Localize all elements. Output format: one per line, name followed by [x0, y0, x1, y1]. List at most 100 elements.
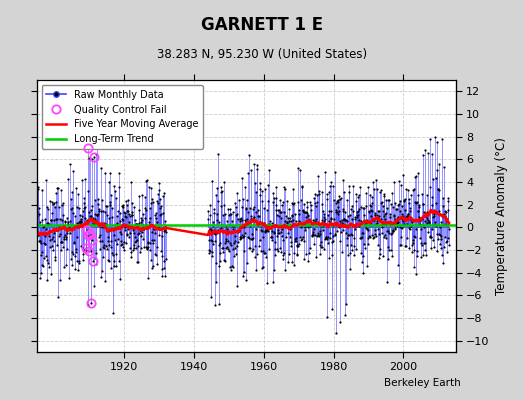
Point: [308, 233, 316, 239]
Point: [348, 208, 357, 214]
Point: [277, 249, 286, 255]
Point: [81, 214, 89, 221]
Point: [400, 197, 409, 204]
Point: [135, 230, 144, 236]
Point: [70, 240, 78, 246]
Point: [249, 246, 258, 252]
Point: [223, 225, 232, 232]
Point: [133, 237, 141, 244]
Point: [322, 235, 330, 242]
Point: [70, 223, 78, 229]
Point: [351, 214, 359, 220]
Point: [237, 217, 246, 224]
Point: [266, 225, 275, 231]
Point: [107, 244, 116, 250]
Point: [381, 234, 390, 241]
Point: [362, 220, 370, 226]
Point: [368, 217, 377, 223]
Point: [234, 229, 242, 235]
Point: [331, 231, 340, 237]
Point: [411, 200, 420, 206]
Point: [230, 223, 238, 230]
Point: [223, 230, 232, 236]
Point: [295, 207, 303, 213]
Point: [427, 245, 435, 251]
Point: [326, 235, 334, 242]
Point: [356, 250, 365, 256]
Point: [94, 208, 103, 215]
Point: [95, 234, 103, 240]
Point: [265, 222, 274, 228]
Point: [92, 150, 100, 157]
Point: [223, 244, 231, 250]
Point: [312, 216, 320, 222]
Point: [127, 200, 136, 206]
Point: [111, 188, 119, 194]
Point: [442, 209, 450, 215]
Point: [42, 257, 51, 264]
Point: [389, 227, 398, 234]
Point: [345, 182, 354, 189]
Point: [329, 233, 337, 240]
Point: [141, 244, 150, 250]
Point: [342, 242, 351, 248]
Point: [230, 253, 238, 259]
Point: [313, 172, 322, 179]
Point: [42, 253, 50, 259]
Point: [224, 238, 232, 244]
Point: [268, 190, 277, 196]
Point: [94, 196, 102, 202]
Point: [214, 301, 223, 307]
Point: [291, 221, 299, 228]
Point: [337, 220, 345, 226]
Point: [290, 262, 298, 268]
Point: [317, 238, 325, 245]
Point: [155, 232, 163, 238]
Point: [281, 217, 289, 224]
Point: [41, 241, 50, 247]
Text: GARNETT 1 E: GARNETT 1 E: [201, 16, 323, 34]
Point: [418, 201, 427, 207]
Point: [316, 251, 324, 257]
Point: [423, 208, 431, 215]
Point: [410, 246, 418, 253]
Point: [98, 197, 106, 203]
Point: [307, 202, 315, 208]
Point: [264, 198, 272, 204]
Point: [286, 214, 294, 221]
Point: [410, 186, 419, 192]
Point: [403, 213, 411, 219]
Point: [435, 224, 444, 230]
Point: [153, 219, 161, 225]
Point: [345, 232, 353, 238]
Point: [228, 218, 236, 224]
Point: [276, 197, 284, 203]
Point: [232, 251, 240, 258]
Point: [295, 240, 303, 247]
Point: [407, 217, 416, 224]
Point: [420, 239, 429, 246]
Point: [205, 236, 213, 243]
Point: [308, 231, 316, 238]
Point: [43, 276, 52, 283]
Point: [244, 170, 253, 176]
Point: [264, 182, 272, 188]
Point: [352, 198, 361, 204]
Point: [104, 234, 112, 240]
Point: [35, 205, 43, 212]
Point: [227, 242, 235, 249]
Point: [373, 186, 381, 192]
Point: [114, 222, 122, 229]
Point: [125, 219, 134, 226]
Point: [301, 218, 310, 224]
Point: [436, 232, 444, 238]
Point: [240, 232, 248, 239]
Point: [215, 262, 223, 269]
Point: [310, 241, 318, 248]
Point: [426, 184, 434, 190]
Point: [84, 187, 92, 194]
Point: [156, 195, 165, 202]
Point: [315, 231, 324, 237]
Point: [353, 214, 361, 220]
Point: [137, 245, 145, 252]
